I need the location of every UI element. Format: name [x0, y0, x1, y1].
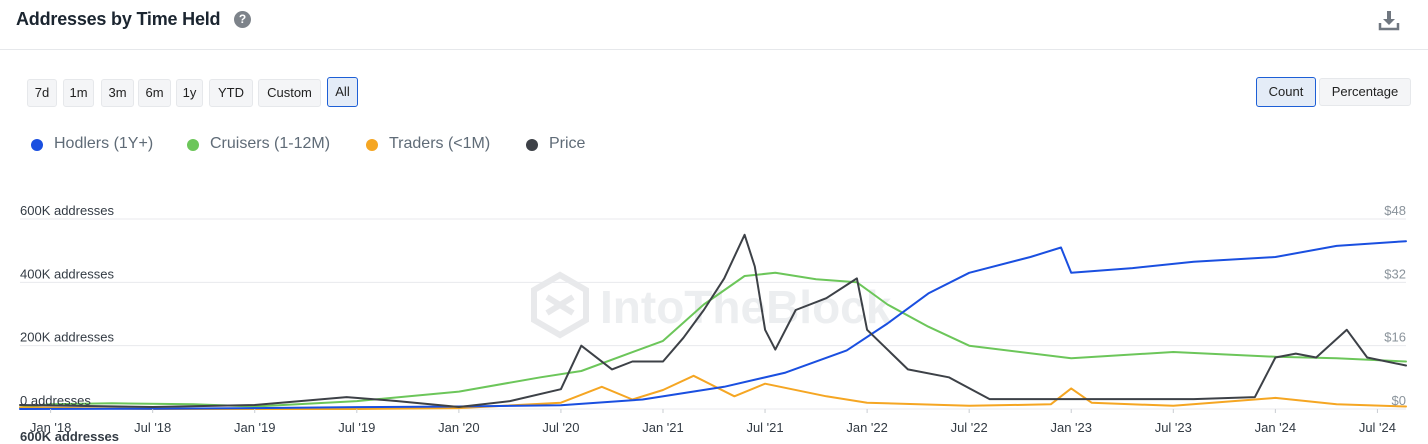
y-left-tick-label: 0 addresses	[20, 393, 91, 408]
y-left-tick-label: 200K addresses	[20, 330, 114, 345]
x-tick-label: Jul '21	[746, 420, 783, 435]
y-right-tick-label: $0	[1392, 393, 1406, 408]
series-line-price	[19, 233, 1407, 408]
x-tick-label: Jan '24	[1255, 420, 1297, 435]
percentage-button[interactable]: Percentage	[1319, 78, 1411, 106]
series-line-traders-1m	[19, 374, 1407, 410]
count-button[interactable]: Count	[1256, 77, 1316, 107]
range-button-1y[interactable]: 1y	[176, 79, 203, 107]
y-left-tick-label: 400K addresses	[20, 266, 114, 281]
range-button-3m[interactable]: 3m	[101, 79, 134, 107]
chart-header: Addresses by Time Held ?	[0, 0, 1428, 50]
range-button-7d[interactable]: 7d	[27, 79, 57, 107]
x-tick-label: Jan '21	[642, 420, 684, 435]
question-circle-icon[interactable]: ?	[234, 11, 251, 28]
watermark-text: IntoTheBlock	[600, 281, 892, 333]
x-tick-label: Jan '18	[30, 420, 72, 435]
x-tick-label: Jul '24	[1359, 420, 1396, 435]
range-button-1m[interactable]: 1m	[63, 79, 94, 107]
page-title: Addresses by Time Held	[16, 9, 221, 29]
x-tick-label: Jan '23	[1050, 420, 1092, 435]
series-layer	[19, 233, 1407, 410]
legend-dot	[526, 139, 538, 151]
y-right-tick-label: $16	[1384, 330, 1406, 345]
legend-label: Hodlers (1Y+)	[54, 135, 154, 152]
x-tick-label: Jul '18	[134, 420, 171, 435]
x-tick-label: Jul '23	[1155, 420, 1192, 435]
y-right-tick-label: $32	[1384, 266, 1406, 281]
range-button-6m[interactable]: 6m	[138, 79, 171, 107]
legend-label: Price	[549, 135, 586, 152]
watermark: IntoTheBlock	[531, 271, 892, 339]
range-button-custom[interactable]: Custom	[258, 79, 321, 107]
legend-label: Cruisers (1-12M)	[210, 135, 331, 152]
y-right-tick-label: $48	[1384, 203, 1406, 218]
legend-dot	[187, 139, 199, 151]
legend-dot	[31, 139, 43, 151]
x-tick-label: Jul '22	[951, 420, 988, 435]
y-left-tick-label: 600K addresses	[20, 203, 114, 218]
download-icon[interactable]	[1378, 9, 1400, 31]
x-tick-label: Jan '19	[234, 420, 276, 435]
x-tick-label: Jan '20	[438, 420, 480, 435]
cut-off-axis-label: 600K addresses	[20, 429, 120, 444]
legend-dot	[366, 139, 378, 151]
range-button-ytd[interactable]: YTD	[209, 79, 253, 107]
x-tick-label: Jul '19	[338, 420, 375, 435]
range-button-all[interactable]: All	[327, 77, 358, 107]
axes: 0 addresses $0 200K addresses $16 400K addre…	[20, 203, 1406, 435]
series-line-hodlers-1y	[19, 240, 1407, 410]
x-tick-label: Jan '22	[846, 420, 888, 435]
x-tick-label: Jul '20	[542, 420, 579, 435]
legend-label: Traders (<1M)	[389, 135, 491, 152]
